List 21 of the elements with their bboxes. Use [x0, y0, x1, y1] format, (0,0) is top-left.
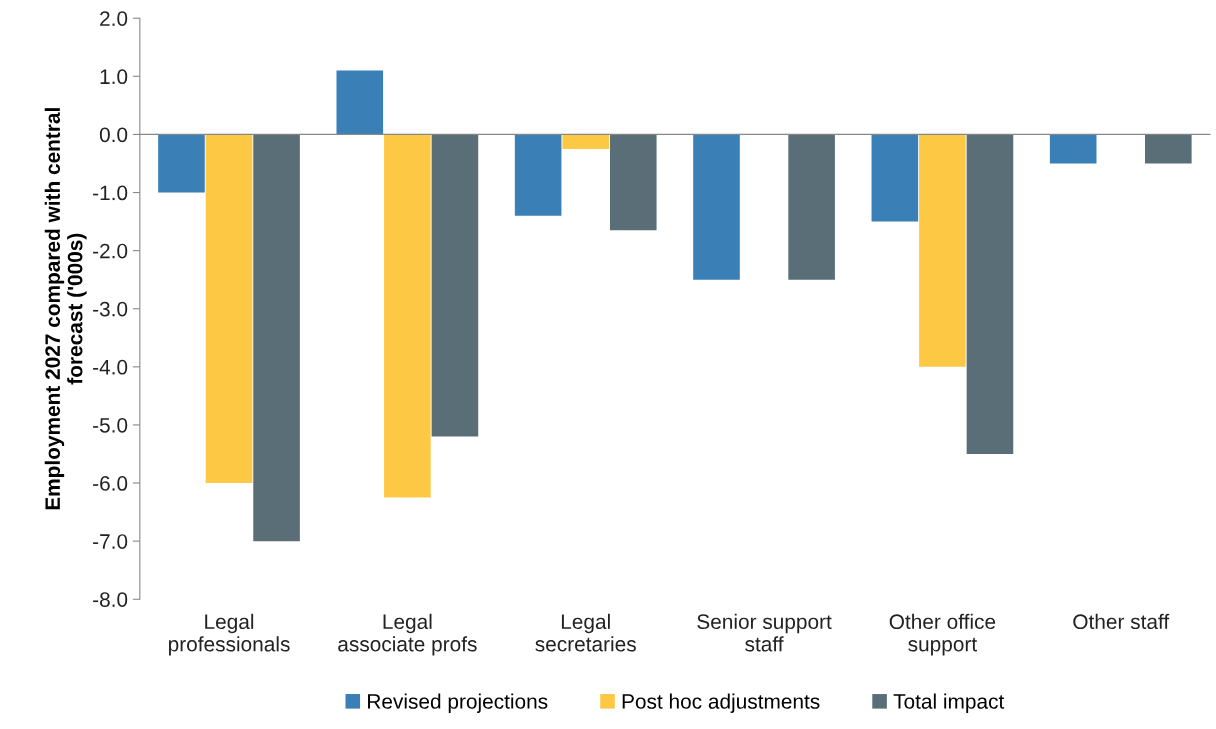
y-tick-label: -6.0 — [93, 476, 128, 491]
legend-label: Post hoc adjustments — [622, 693, 820, 713]
x-tick-label: Senior support staff — [697, 613, 832, 652]
x-tick-label: Legal secretaries — [535, 613, 636, 652]
legend-label: Revised projections — [368, 693, 548, 713]
y-axis-title: Employment 2027 compared with central forecast ('000s) — [44, 108, 87, 510]
y-tick-label: 0.0 — [99, 127, 128, 143]
x-tick-label: Legal professionals — [168, 613, 290, 656]
y-tick-label: 2.0 — [100, 11, 128, 26]
y-tick-label: -8.0 — [93, 592, 128, 607]
y-tick-label: 1.0 — [100, 69, 128, 85]
y-tick-label: -1.0 — [93, 185, 128, 201]
y-tick-label: -4.0 — [93, 359, 128, 375]
y-tick-label: -3.0 — [93, 301, 128, 317]
x-tick-label: Other staff — [1073, 613, 1170, 630]
x-tick-label: Other office support — [889, 613, 996, 656]
x-tick-label: Legal associate profs — [338, 613, 477, 656]
legend-label: Total impact — [893, 693, 1005, 713]
y-tick-label: -7.0 — [93, 534, 128, 549]
y-tick-label: -5.0 — [93, 417, 128, 433]
y-tick-label: -2.0 — [93, 243, 128, 259]
